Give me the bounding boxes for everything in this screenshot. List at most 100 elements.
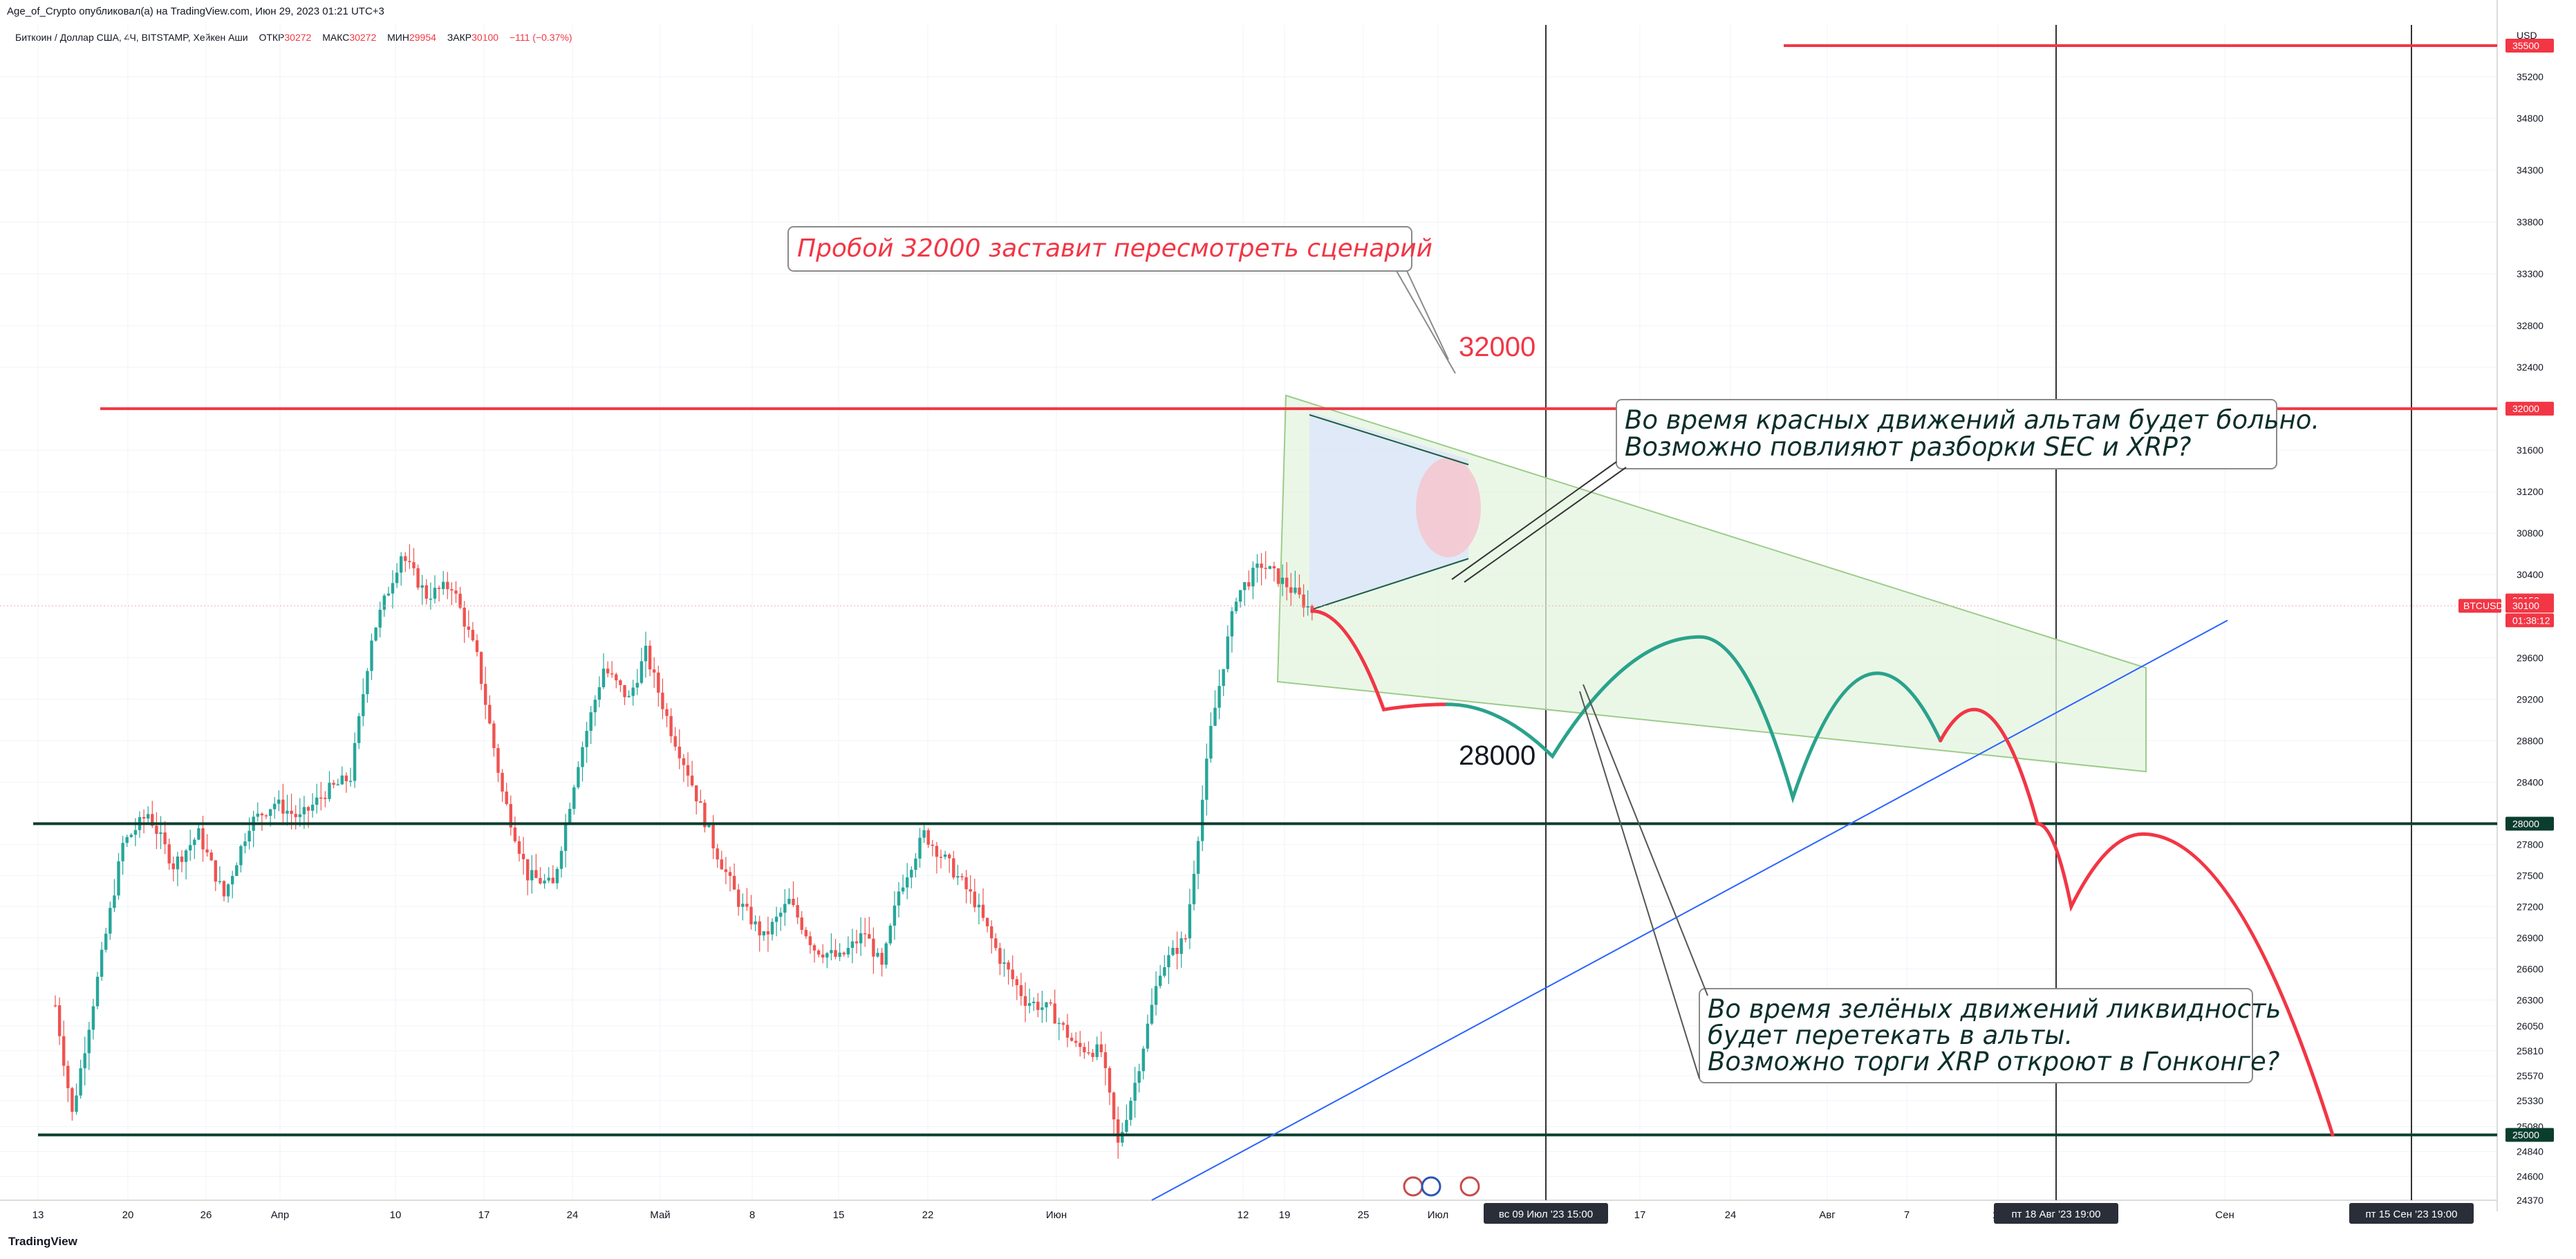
candle-body — [631, 687, 635, 696]
open-value: 30272 — [284, 32, 312, 43]
price-badge-bg[interactable] — [2505, 39, 2554, 53]
candle-body — [501, 772, 504, 792]
candle-body — [454, 590, 458, 594]
candle-body — [142, 817, 146, 819]
time-badge-bg[interactable] — [1994, 1203, 2118, 1224]
candle-body — [585, 731, 588, 747]
candle-body — [484, 684, 487, 705]
green-moves-callout-box[interactable] — [1699, 988, 2253, 1083]
candle-body — [559, 850, 563, 869]
time-tick-label: 24 — [1725, 1209, 1737, 1221]
candle-body — [728, 872, 732, 876]
us-flag-icon[interactable] — [1403, 1176, 1424, 1197]
price-tick-label: 26300 — [2517, 994, 2544, 1005]
time-tick-label: Июн — [1046, 1209, 1067, 1221]
candle-body — [433, 588, 437, 599]
time-badge-bg[interactable] — [1484, 1203, 1608, 1224]
red-moves-line-2: Возможно повлияют разборки SEC и XRP? — [1625, 432, 2191, 462]
time-tick-label: Авг — [1819, 1209, 1836, 1221]
candle-body — [1049, 1002, 1052, 1004]
candle-body — [513, 827, 517, 841]
candle-body — [205, 849, 209, 852]
candle-body — [640, 661, 644, 683]
candle-body — [1209, 725, 1213, 759]
candle-body — [1222, 669, 1225, 687]
candle-body — [948, 854, 951, 859]
candle-body — [1260, 563, 1263, 568]
price-badge-bg[interactable] — [2505, 817, 2554, 831]
time-axis[interactable]: 13 20 26 Апр 10 17 24 Май 8 15 22 Июн 12 19 25 Июл 17 24 А… — [32, 1203, 2474, 1224]
candle-body — [180, 856, 184, 862]
candle-body — [547, 877, 550, 881]
high-label: МАКС — [322, 32, 350, 43]
candle-body — [167, 844, 171, 864]
time-tick-label: 26 — [200, 1209, 212, 1221]
price-tick-label: 28800 — [2517, 735, 2544, 746]
symbol-title[interactable]: Биткоин / Доллар США, 4Ч, BITSTAMP, Хейк… — [15, 32, 248, 43]
price-tick-label: 33300 — [2517, 268, 2544, 279]
red-moves-callout-box[interactable] — [1616, 399, 2277, 469]
time-tick-label: 20 — [122, 1209, 134, 1221]
candle-body — [859, 933, 863, 944]
symbol-badge-label: BTCUSD — [2463, 600, 2503, 611]
price-badge-bg[interactable] — [2505, 599, 2554, 613]
time-tick-label: 25 — [1358, 1209, 1370, 1221]
green-moves-line-3: Возможно торги XRP откроют в Гонконге? — [1708, 1047, 2279, 1076]
candle-body — [581, 747, 584, 767]
price-badge-bg[interactable] — [2505, 1128, 2554, 1142]
candle-body — [812, 945, 816, 951]
scenario-red-path-1 — [1310, 609, 1449, 712]
price-axis[interactable]: USD 35200 34800 34300 33800 33300 32800 32400 31… — [2458, 30, 2554, 1206]
candle-body — [328, 783, 331, 799]
candle-body — [973, 891, 976, 908]
candle-body — [534, 870, 538, 878]
candle-body — [1196, 841, 1200, 874]
candle-body — [71, 1088, 74, 1112]
candle-body — [450, 589, 454, 591]
time-badge-bg[interactable] — [2349, 1203, 2474, 1224]
candle-body — [496, 748, 500, 773]
candle-body — [1032, 1001, 1036, 1003]
price-badge-bg[interactable] — [2505, 613, 2554, 628]
candle-body — [163, 832, 167, 845]
candle-body — [619, 680, 622, 685]
candle-body — [1079, 1043, 1082, 1047]
candle-body — [471, 629, 475, 641]
candle-body — [610, 673, 614, 675]
candle-body — [1027, 1002, 1032, 1006]
candle-body — [1154, 986, 1158, 1005]
time-tick-label: Сен — [2215, 1209, 2234, 1221]
candle-body — [665, 709, 669, 716]
candle-body — [952, 858, 955, 878]
candle-body — [408, 561, 411, 563]
candle-body — [1294, 587, 1297, 593]
candle-body — [821, 954, 825, 958]
candle-body — [294, 814, 297, 817]
candle-body — [673, 736, 677, 747]
candle-body — [95, 976, 100, 1007]
breakout-callout-box[interactable] — [787, 226, 1412, 272]
candle-body — [133, 830, 138, 835]
candle-body — [1137, 1071, 1141, 1083]
time-tick-label: 22 — [922, 1209, 934, 1221]
candle-body — [589, 712, 592, 731]
candle-body — [209, 852, 213, 861]
candle-body — [864, 933, 867, 935]
candle-body — [644, 645, 648, 662]
symbol-badge-bg[interactable] — [2458, 599, 2501, 613]
candle-body — [724, 869, 728, 873]
candle-body — [286, 810, 289, 814]
price-tick-label: 24600 — [2517, 1171, 2544, 1182]
price-tick-label: 31600 — [2517, 445, 2544, 456]
candle-body — [104, 933, 108, 950]
candle-body — [1230, 611, 1234, 637]
candle-body — [922, 830, 926, 838]
economic-events-icons[interactable] — [1403, 1176, 1480, 1197]
us-flag-icon[interactable] — [1459, 1176, 1480, 1197]
price-badge-bg[interactable] — [2505, 402, 2554, 416]
us-flag-icon[interactable] — [1421, 1176, 1441, 1197]
candle-body — [695, 785, 698, 802]
candle-body — [893, 905, 897, 926]
candle-body — [53, 1005, 57, 1007]
